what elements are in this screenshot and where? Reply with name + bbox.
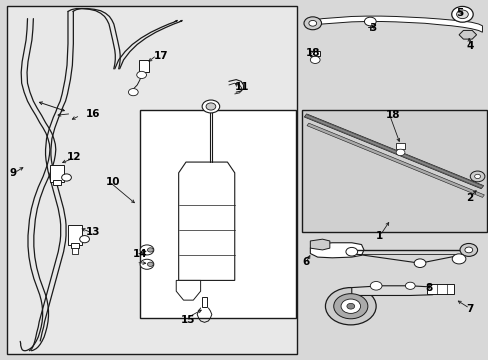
Text: 18: 18 — [305, 48, 319, 58]
Bar — [427, 284, 453, 294]
Circle shape — [140, 245, 154, 255]
Circle shape — [464, 247, 472, 253]
Circle shape — [456, 10, 468, 19]
Bar — [140, 110, 295, 318]
Polygon shape — [311, 16, 482, 32]
Polygon shape — [351, 286, 439, 296]
Circle shape — [364, 17, 375, 26]
Polygon shape — [458, 30, 476, 39]
Circle shape — [340, 299, 360, 314]
Circle shape — [413, 259, 425, 267]
Circle shape — [80, 235, 89, 243]
Bar — [395, 143, 405, 149]
Circle shape — [137, 71, 146, 78]
Bar — [201, 297, 207, 307]
Text: 7: 7 — [466, 304, 473, 314]
Text: 16: 16 — [86, 109, 101, 119]
Circle shape — [205, 103, 215, 110]
Circle shape — [308, 21, 316, 26]
Text: 11: 11 — [234, 82, 249, 92]
Circle shape — [325, 288, 375, 325]
Circle shape — [451, 254, 465, 264]
Text: 9: 9 — [9, 168, 17, 178]
Bar — [6, 6, 297, 354]
Circle shape — [469, 171, 484, 182]
Bar — [68, 225, 81, 244]
Circle shape — [395, 149, 404, 156]
Bar — [71, 243, 79, 248]
Text: 1: 1 — [375, 231, 383, 240]
Text: 13: 13 — [86, 227, 101, 237]
Bar — [72, 248, 78, 253]
Circle shape — [405, 282, 414, 289]
Circle shape — [310, 56, 320, 63]
Text: 3: 3 — [368, 23, 375, 33]
Text: 10: 10 — [105, 177, 120, 187]
Text: 2: 2 — [466, 193, 473, 203]
Text: 4: 4 — [466, 41, 473, 50]
Bar — [50, 165, 63, 182]
Polygon shape — [176, 280, 200, 300]
Circle shape — [451, 6, 472, 22]
Circle shape — [333, 294, 367, 319]
Text: 8: 8 — [424, 283, 431, 293]
Polygon shape — [178, 162, 234, 280]
Bar — [302, 110, 487, 232]
Bar — [310, 50, 320, 56]
Text: 14: 14 — [132, 248, 147, 258]
Circle shape — [346, 303, 354, 309]
Bar — [139, 60, 149, 72]
Circle shape — [202, 100, 219, 113]
Circle shape — [128, 89, 138, 96]
Polygon shape — [306, 123, 484, 197]
Circle shape — [474, 174, 480, 179]
Text: 6: 6 — [302, 257, 308, 267]
Bar — [53, 180, 61, 185]
Circle shape — [304, 17, 321, 30]
Polygon shape — [310, 243, 363, 258]
Text: 5: 5 — [456, 8, 463, 18]
Circle shape — [147, 248, 153, 252]
Circle shape — [147, 262, 153, 266]
Text: 12: 12 — [66, 152, 81, 162]
Circle shape — [140, 259, 154, 269]
Text: 17: 17 — [154, 51, 168, 61]
Circle shape — [61, 174, 71, 181]
Polygon shape — [304, 114, 483, 189]
Circle shape — [369, 282, 381, 290]
Circle shape — [459, 243, 477, 256]
Text: 15: 15 — [181, 315, 195, 325]
Polygon shape — [310, 239, 329, 250]
Text: 18: 18 — [385, 111, 400, 121]
Circle shape — [345, 247, 357, 256]
